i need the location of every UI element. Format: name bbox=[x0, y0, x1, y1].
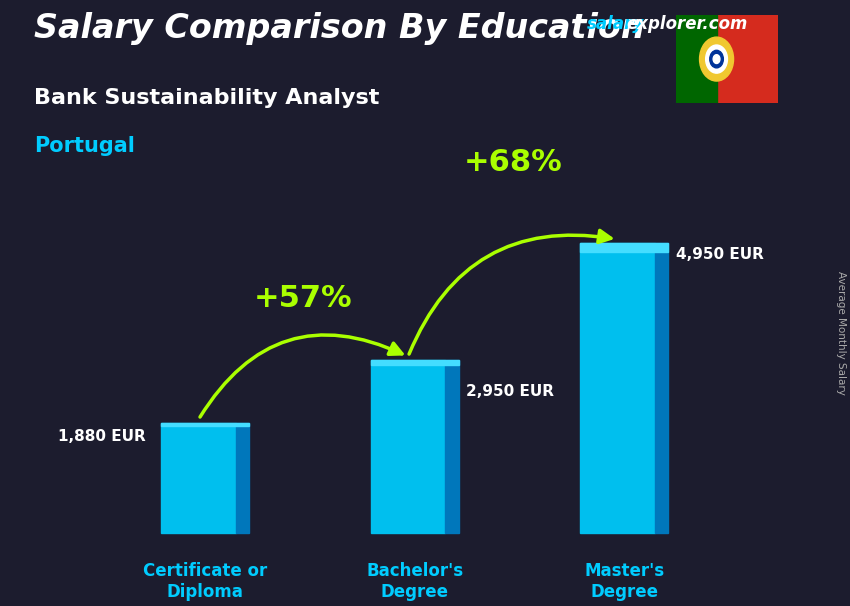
Circle shape bbox=[700, 37, 734, 81]
Text: 4,950 EUR: 4,950 EUR bbox=[676, 247, 763, 262]
Bar bbox=[162, 423, 236, 533]
Circle shape bbox=[713, 55, 720, 64]
Bar bbox=[236, 423, 249, 533]
Circle shape bbox=[706, 45, 728, 73]
Text: 2,950 EUR: 2,950 EUR bbox=[467, 384, 554, 399]
Bar bbox=[580, 243, 654, 533]
Text: explorer.com: explorer.com bbox=[626, 15, 748, 33]
Text: 1,880 EUR: 1,880 EUR bbox=[59, 429, 146, 444]
Text: +57%: +57% bbox=[254, 284, 353, 313]
Text: Bank Sustainability Analyst: Bank Sustainability Analyst bbox=[34, 88, 379, 108]
Text: Certificate or
Diploma: Certificate or Diploma bbox=[143, 562, 268, 601]
Bar bbox=[445, 361, 459, 533]
Text: salary: salary bbox=[586, 15, 643, 33]
Bar bbox=[162, 423, 249, 427]
Bar bbox=[676, 15, 717, 103]
Text: +68%: +68% bbox=[463, 148, 562, 178]
Bar bbox=[654, 243, 668, 533]
Text: Portugal: Portugal bbox=[34, 136, 135, 156]
Circle shape bbox=[710, 50, 723, 68]
Text: Salary Comparison By Education: Salary Comparison By Education bbox=[34, 12, 644, 45]
Text: Average Monthly Salary: Average Monthly Salary bbox=[836, 271, 846, 395]
Bar bbox=[580, 243, 668, 251]
Bar bbox=[371, 361, 459, 365]
Text: Master's
Degree: Master's Degree bbox=[584, 562, 664, 601]
Bar bbox=[371, 361, 445, 533]
Text: Bachelor's
Degree: Bachelor's Degree bbox=[366, 562, 463, 601]
